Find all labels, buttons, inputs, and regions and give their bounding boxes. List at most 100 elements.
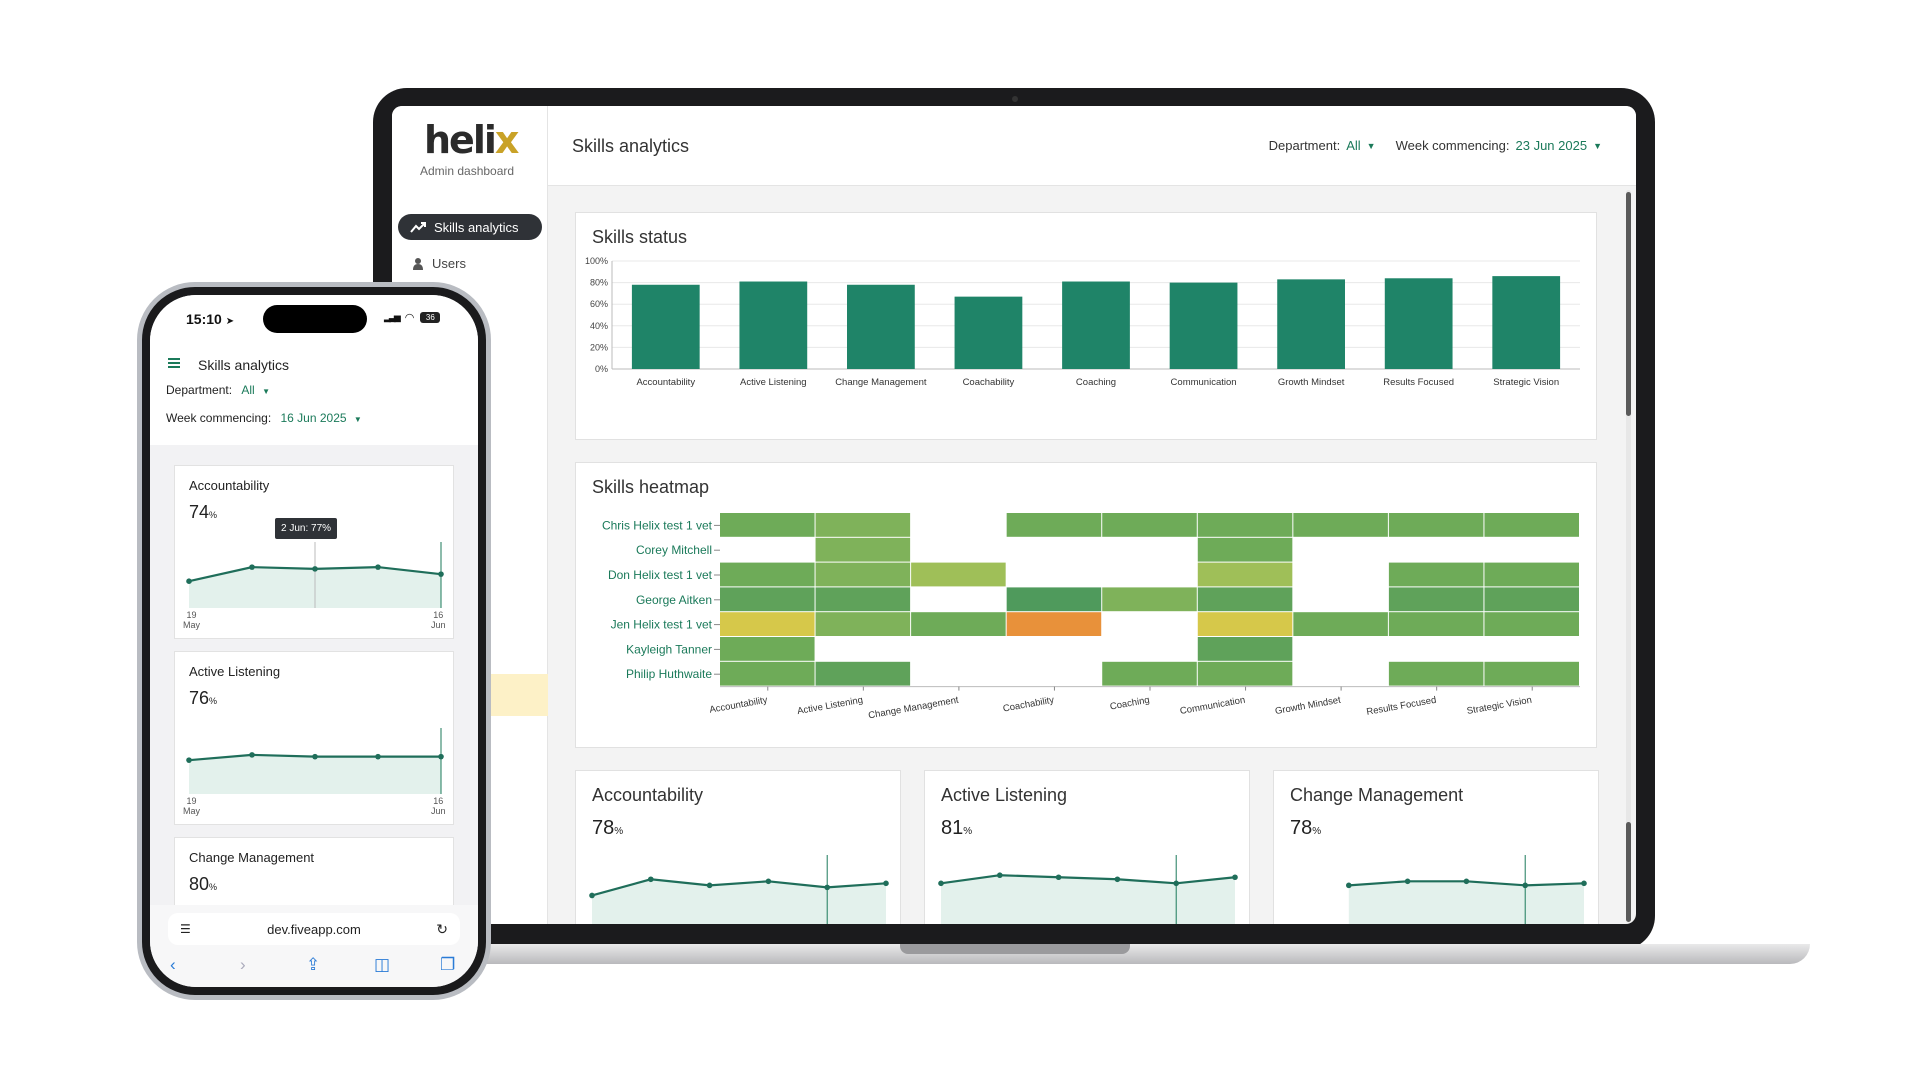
page-title: Skills analytics [198,357,290,373]
heatmap-col-label: Active Listening [796,695,863,717]
heatmap-cell [1197,537,1293,562]
x-tick-label: Change Management [835,377,927,388]
x-tick-label: Coachability [963,377,1015,388]
scrollbar-thumb-lower[interactable] [1626,822,1631,922]
trend-point [824,884,830,891]
heatmap-col-label: Results Focused [1366,695,1438,718]
phone-trend-card-accountability[interactable]: Accountability 74% 2 Jun: 77% 19 May 16 Ju… [174,465,454,639]
heatmap-row-label: George Aitken [636,593,712,607]
card-percentage: 76% [189,688,218,708]
x-axis-end-label: 16 Jun [431,796,446,816]
heatmap-cell [720,612,815,636]
chevron-down-icon[interactable]: ▼ [1366,140,1376,151]
heatmap-cell [1484,513,1579,537]
trend-card-accountability[interactable]: Accountability 78% [575,770,901,924]
trend-point [1463,878,1470,885]
phone-trend-card-active-listening[interactable]: Active Listening 76% 19 May 16 Jun [174,651,454,825]
week-select[interactable]: 23 Jun 2025 [1515,138,1588,153]
heatmap-cell [1006,513,1102,537]
card-title: Change Management [189,850,315,865]
heatmap-cell [1006,587,1102,612]
logo-subtitle: Admin dashboard [420,164,515,178]
bar [739,281,808,369]
heatmap-col-label: Accountability [709,695,769,716]
sidebar-highlight [488,674,548,716]
trend-card-active-listening[interactable]: Active Listening 81% [924,770,1250,924]
signal-icon: ▂▃▅ [384,312,401,322]
trend-point [1346,882,1352,889]
trend-point [1404,878,1411,885]
heatmap-cell [720,587,815,612]
bar [1169,282,1238,369]
heatmap-row-label: Jen Helix test 1 vet [611,618,713,632]
helix-logo[interactable]: helix [424,118,519,162]
url-bar[interactable]: ☰ dev.fiveapp.com ↻ [168,913,460,945]
change-management-trend-chart [1346,855,1587,924]
trend-area [1348,881,1584,924]
heatmap-cell [815,562,911,587]
skills-status-panel: Skills status 100% 80% 60% 40% 20% 0% Accounta… [575,212,1597,440]
hamburger-menu-icon[interactable] [168,358,180,368]
chevron-down-icon[interactable]: ▼ [353,415,362,424]
camera-dot [1012,96,1018,102]
trend-point [375,753,381,760]
heatmap-cell [911,612,1006,636]
trend-line [591,878,887,897]
bookmarks-icon[interactable]: ◫ [374,955,391,974]
heatmap-cell [1102,513,1197,537]
accountability-trend-chart [589,855,889,924]
skills-heatmap-chart: Chris Helix test 1 vet Corey Mitchell Don … [602,513,1580,721]
scrollbar-thumb[interactable] [1626,192,1631,416]
bar [1384,278,1453,369]
tabs-icon[interactable]: ❐ [440,955,456,974]
trend-point [1581,880,1587,887]
heatmap-cell [815,612,911,636]
heatmap-row-label: Don Helix test 1 vet [608,568,713,582]
trend-point [1055,874,1062,881]
trend-card-change-management[interactable]: Change Management 78% [1273,770,1599,924]
page-settings-icon[interactable]: ☰ [180,922,191,936]
trend-point [765,878,772,885]
heatmap-cell [1388,562,1484,587]
y-tick-label: 40% [590,321,608,331]
chevron-down-icon[interactable]: ▼ [1593,140,1602,151]
chart-tooltip: 2 Jun: 77% [275,518,338,539]
reload-icon[interactable]: ↻ [436,920,448,937]
trend-point [438,571,444,577]
week-select[interactable]: 16 Jun 2025 [280,411,347,425]
department-label: Department: [166,383,233,397]
card-percentage: 80% [189,874,218,894]
back-icon[interactable]: ‹ [170,955,176,974]
share-icon[interactable]: ⇪ [306,955,321,974]
bar [954,296,1023,369]
heatmap-cell [1197,661,1293,686]
chevron-down-icon[interactable]: ▼ [262,387,270,396]
trend-point [312,753,318,760]
card-percentage: 74% [189,502,218,522]
trend-point [249,752,255,758]
department-select[interactable]: All [241,383,255,397]
department-select[interactable]: All [1346,138,1361,153]
heatmap-cell [1484,612,1579,636]
trend-point [648,876,654,883]
trend-point [997,872,1003,879]
trend-point [312,566,318,572]
phone-screen: 15:10 ➤ ▂▃▅ ◠ 36 Skills analytics Depart… [150,295,478,987]
scrollbar-track[interactable] [1626,190,1631,910]
y-tick-label: 80% [590,278,608,288]
heatmap-col-label: Strategic Vision [1466,695,1533,717]
laptop-base [300,944,1810,964]
heatmap-cell [1197,587,1293,612]
heatmap-cell [720,513,815,537]
sidebar-item-users[interactable]: Users [412,256,466,271]
sidebar-item-skills-analytics[interactable]: Skills analytics [398,214,542,240]
location-arrow-icon: ➤ [225,316,235,327]
sidebar-item-label: Skills analytics [434,219,519,235]
heatmap-cell [1484,587,1579,612]
skills-status-title: Skills status [592,227,688,247]
x-tick-label: Coaching [1076,377,1116,388]
card-percentage: 81% [941,817,973,839]
sidebar-item-label: Users [432,256,466,271]
heatmap-cell [720,562,815,587]
forward-icon[interactable]: › [240,955,246,974]
